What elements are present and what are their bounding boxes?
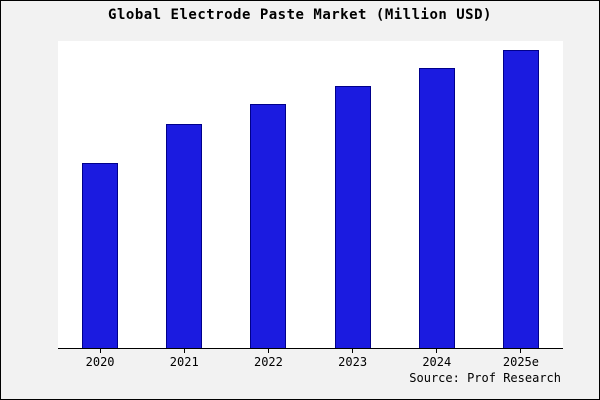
x-tick-mark: [352, 349, 354, 353]
x-tick-mark: [183, 349, 185, 353]
x-tick-label: 2023: [338, 355, 368, 369]
bar: [250, 103, 287, 348]
bar: [418, 67, 455, 348]
plot-area: [58, 41, 563, 349]
x-tick-cell: 2023: [311, 349, 395, 371]
bar: [166, 124, 203, 348]
bar: [82, 163, 119, 348]
source-caption: Source: Prof Research: [409, 371, 561, 385]
x-tick-label: 2025e: [502, 355, 539, 369]
x-tick-mark: [267, 349, 269, 353]
bar-column: [58, 41, 142, 348]
x-tick-mark: [436, 349, 438, 353]
x-tick-label: 2021: [169, 355, 199, 369]
x-tick-cell: 2021: [142, 349, 226, 371]
bar-column: [395, 41, 479, 348]
x-tick-label: 2024: [422, 355, 452, 369]
x-axis-tick-labels: 2020 2021 2022 2023 2024 2025e: [58, 349, 563, 371]
x-tick-label: 2022: [253, 355, 283, 369]
x-tick-cell: 2024: [395, 349, 479, 371]
bars-container: [58, 41, 563, 348]
bar-column: [479, 41, 563, 348]
bar-column: [226, 41, 310, 348]
x-tick-mark: [99, 349, 101, 353]
x-tick-cell: 2025e: [479, 349, 563, 371]
bar: [334, 85, 371, 348]
bar: [502, 49, 539, 348]
x-tick-mark: [520, 349, 522, 353]
x-tick-cell: 2020: [58, 349, 142, 371]
chart-title: Global Electrode Paste Market (Million U…: [108, 7, 492, 23]
bar-column: [311, 41, 395, 348]
x-tick-label: 2020: [85, 355, 115, 369]
x-tick-cell: 2022: [226, 349, 310, 371]
bar-column: [142, 41, 226, 348]
